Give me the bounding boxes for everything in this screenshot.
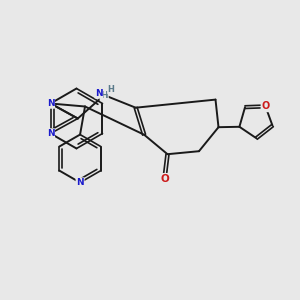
Text: N: N	[47, 99, 54, 108]
Text: O: O	[261, 101, 270, 111]
Text: N: N	[95, 89, 103, 98]
Text: N: N	[47, 129, 54, 138]
Text: O: O	[160, 174, 169, 184]
Text: H: H	[107, 85, 114, 94]
Text: H: H	[100, 91, 108, 100]
Text: N: N	[76, 178, 84, 187]
